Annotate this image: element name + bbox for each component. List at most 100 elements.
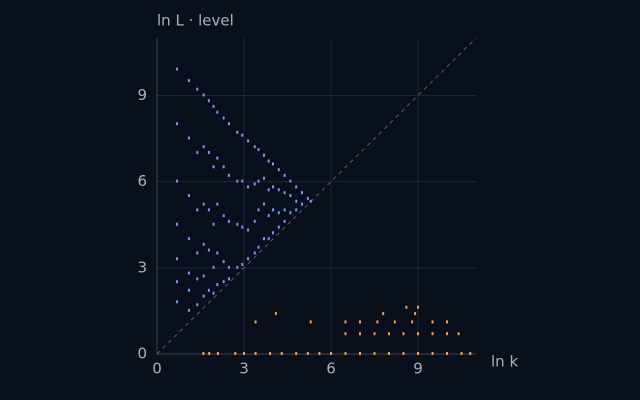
point: [202, 294, 205, 298]
point: [431, 332, 434, 336]
point: [431, 320, 434, 324]
point: [176, 122, 179, 126]
x-tick-label: 3: [239, 360, 249, 378]
point: [236, 130, 239, 134]
y-tick-label: 9: [137, 86, 147, 104]
point: [202, 93, 205, 97]
point: [388, 352, 390, 355]
point: [301, 202, 303, 206]
point: [263, 202, 266, 206]
y-axis-label: ln L · level: [157, 12, 234, 30]
point: [196, 303, 199, 307]
point: [216, 283, 219, 287]
point: [222, 116, 225, 120]
point: [257, 245, 260, 249]
point: [257, 148, 260, 152]
point: [227, 122, 230, 126]
point: [253, 251, 256, 255]
point: [187, 288, 190, 292]
point: [272, 185, 274, 189]
point: [216, 202, 219, 206]
x-axis-label: ln k: [491, 353, 518, 371]
point: [212, 222, 215, 226]
point: [196, 251, 199, 255]
point: [277, 188, 280, 192]
point: [254, 320, 257, 324]
x-tick-label: 0: [152, 360, 162, 378]
point: [241, 133, 244, 137]
point: [318, 352, 321, 355]
point: [216, 352, 219, 355]
point: [344, 320, 347, 324]
point: [289, 194, 292, 197]
point: [306, 196, 309, 200]
point: [202, 352, 205, 355]
point: [469, 352, 472, 355]
point: [373, 352, 376, 355]
point: [402, 352, 405, 355]
point: [212, 265, 215, 269]
point: [196, 208, 199, 212]
point: [295, 352, 298, 355]
point: [446, 332, 448, 336]
point: [414, 312, 417, 316]
point: [212, 104, 215, 108]
point: [247, 185, 250, 189]
point: [267, 214, 270, 218]
point: [187, 79, 190, 83]
point: [417, 305, 419, 309]
point: [269, 352, 272, 355]
point: [309, 320, 312, 324]
point: [460, 352, 463, 355]
point: [344, 332, 347, 336]
point: [295, 199, 298, 203]
point: [253, 182, 256, 186]
point: [247, 257, 250, 261]
point: [263, 176, 266, 180]
point: [289, 211, 292, 215]
point: [263, 153, 266, 157]
point: [207, 248, 210, 252]
x-tick-label: 9: [413, 360, 423, 378]
point: [222, 214, 225, 218]
point: [272, 162, 274, 166]
point: [411, 320, 414, 324]
point: [187, 136, 190, 140]
point: [196, 150, 199, 154]
point: [306, 352, 309, 355]
point: [283, 219, 286, 223]
point: [207, 99, 210, 103]
point: [236, 179, 239, 183]
point: [227, 265, 230, 269]
point: [301, 191, 303, 195]
point: [227, 173, 230, 177]
point: [309, 199, 312, 203]
point: [241, 225, 244, 229]
point: [417, 332, 419, 336]
point: [236, 265, 239, 269]
y-tick-label: 3: [137, 258, 147, 276]
point: [176, 67, 179, 71]
point: [272, 208, 274, 212]
point: [274, 312, 277, 316]
point: [176, 280, 179, 284]
point: [277, 168, 280, 172]
point: [236, 222, 239, 226]
x-tick-label: 6: [326, 360, 336, 378]
point: [283, 191, 286, 195]
point: [272, 231, 274, 235]
reference-diagonal: [156, 37, 477, 355]
point: [295, 208, 298, 212]
point: [257, 208, 260, 212]
point: [373, 332, 376, 336]
point: [283, 173, 286, 177]
point: [196, 277, 199, 281]
point: [176, 257, 179, 261]
point: [344, 352, 347, 355]
point: [457, 332, 460, 336]
point: [382, 312, 385, 316]
point: [267, 188, 270, 192]
point: [241, 262, 244, 266]
